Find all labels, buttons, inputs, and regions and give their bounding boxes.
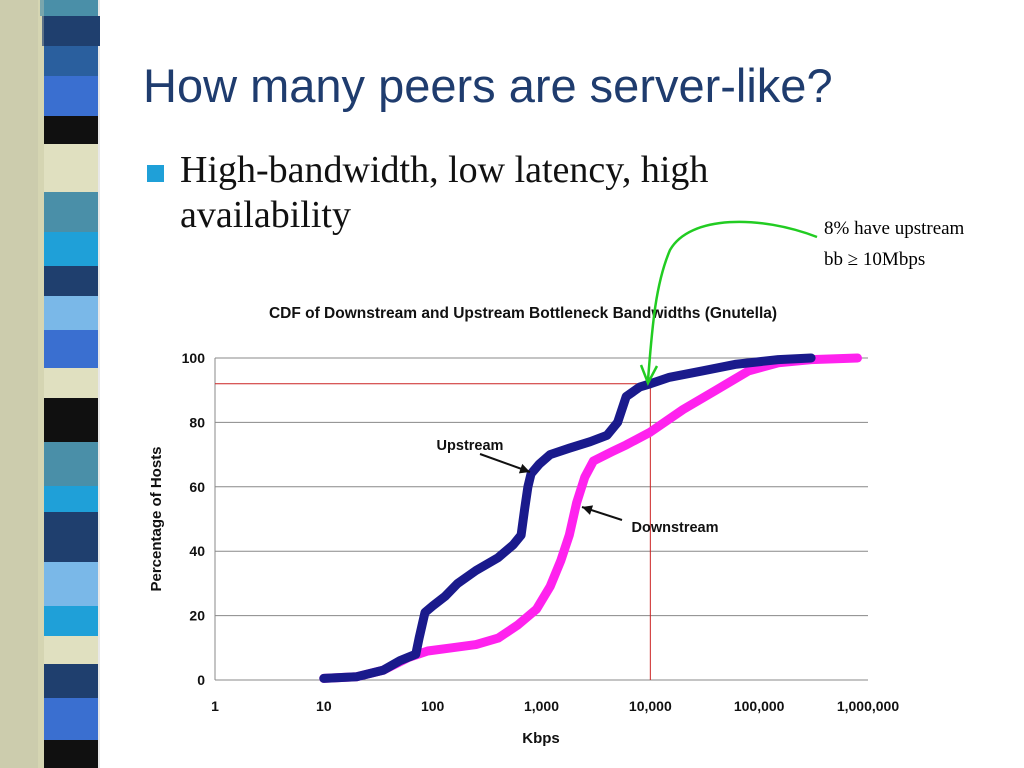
y-tick-label: 60 [189, 479, 205, 495]
x-tick-label: 10,000 [629, 698, 672, 714]
y-tick-label: 0 [197, 672, 205, 688]
y-tick-label: 80 [189, 414, 205, 430]
y-tick-label: 20 [189, 608, 205, 624]
x-tick-label: 1 [211, 698, 219, 714]
upstream-annotation: 8% have upstream bb ≥ 10Mbps [824, 213, 1020, 275]
y-tick-label: 100 [182, 350, 206, 366]
x-tick-label: 100 [421, 698, 445, 714]
annotation-label-downstream: Downstream [631, 520, 718, 536]
annotation-line-2: bb ≥ 10Mbps [824, 249, 926, 270]
annotation-label-upstream: Upstream [437, 438, 504, 454]
grid-layer [214, 357, 868, 681]
chart-title: CDF of Downstream and Upstream Bottlenec… [269, 305, 777, 322]
x-tick-label: 100,000 [734, 698, 785, 714]
chart-annotations: Upstream Downstream [437, 438, 719, 536]
tick-labels: 0 20 40 60 80 100 1 10 100 1,000 10,000 100,000 1,00… [182, 350, 900, 714]
annotation-line-1: 8% have upstream [824, 218, 965, 239]
slide-title: How many peers are server-like? [143, 59, 833, 112]
annotation-arrow [646, 220, 818, 381]
x-tick-label: 10 [316, 698, 332, 714]
decorative-strip [0, 0, 100, 768]
series-layer [319, 353, 862, 683]
series-line-downstream [319, 353, 862, 683]
x-tick-label: 1,000,000 [837, 698, 899, 714]
y-tick-label: 40 [189, 543, 205, 559]
y-axis-label: Percentage of Hosts [148, 446, 165, 591]
bullet-text: High-bandwidth, low latency, high availa… [180, 149, 709, 236]
bullet-square-icon [147, 165, 164, 182]
annotation-arrowhead-upstream [518, 463, 530, 474]
x-axis-label: Kbps [522, 730, 560, 747]
reference-lines [215, 383, 651, 680]
annotation-arrowhead [639, 364, 659, 387]
series-line-upstream [319, 353, 816, 683]
annotation-arrowhead-downstream [582, 505, 594, 515]
x-tick-label: 1,000 [524, 698, 559, 714]
